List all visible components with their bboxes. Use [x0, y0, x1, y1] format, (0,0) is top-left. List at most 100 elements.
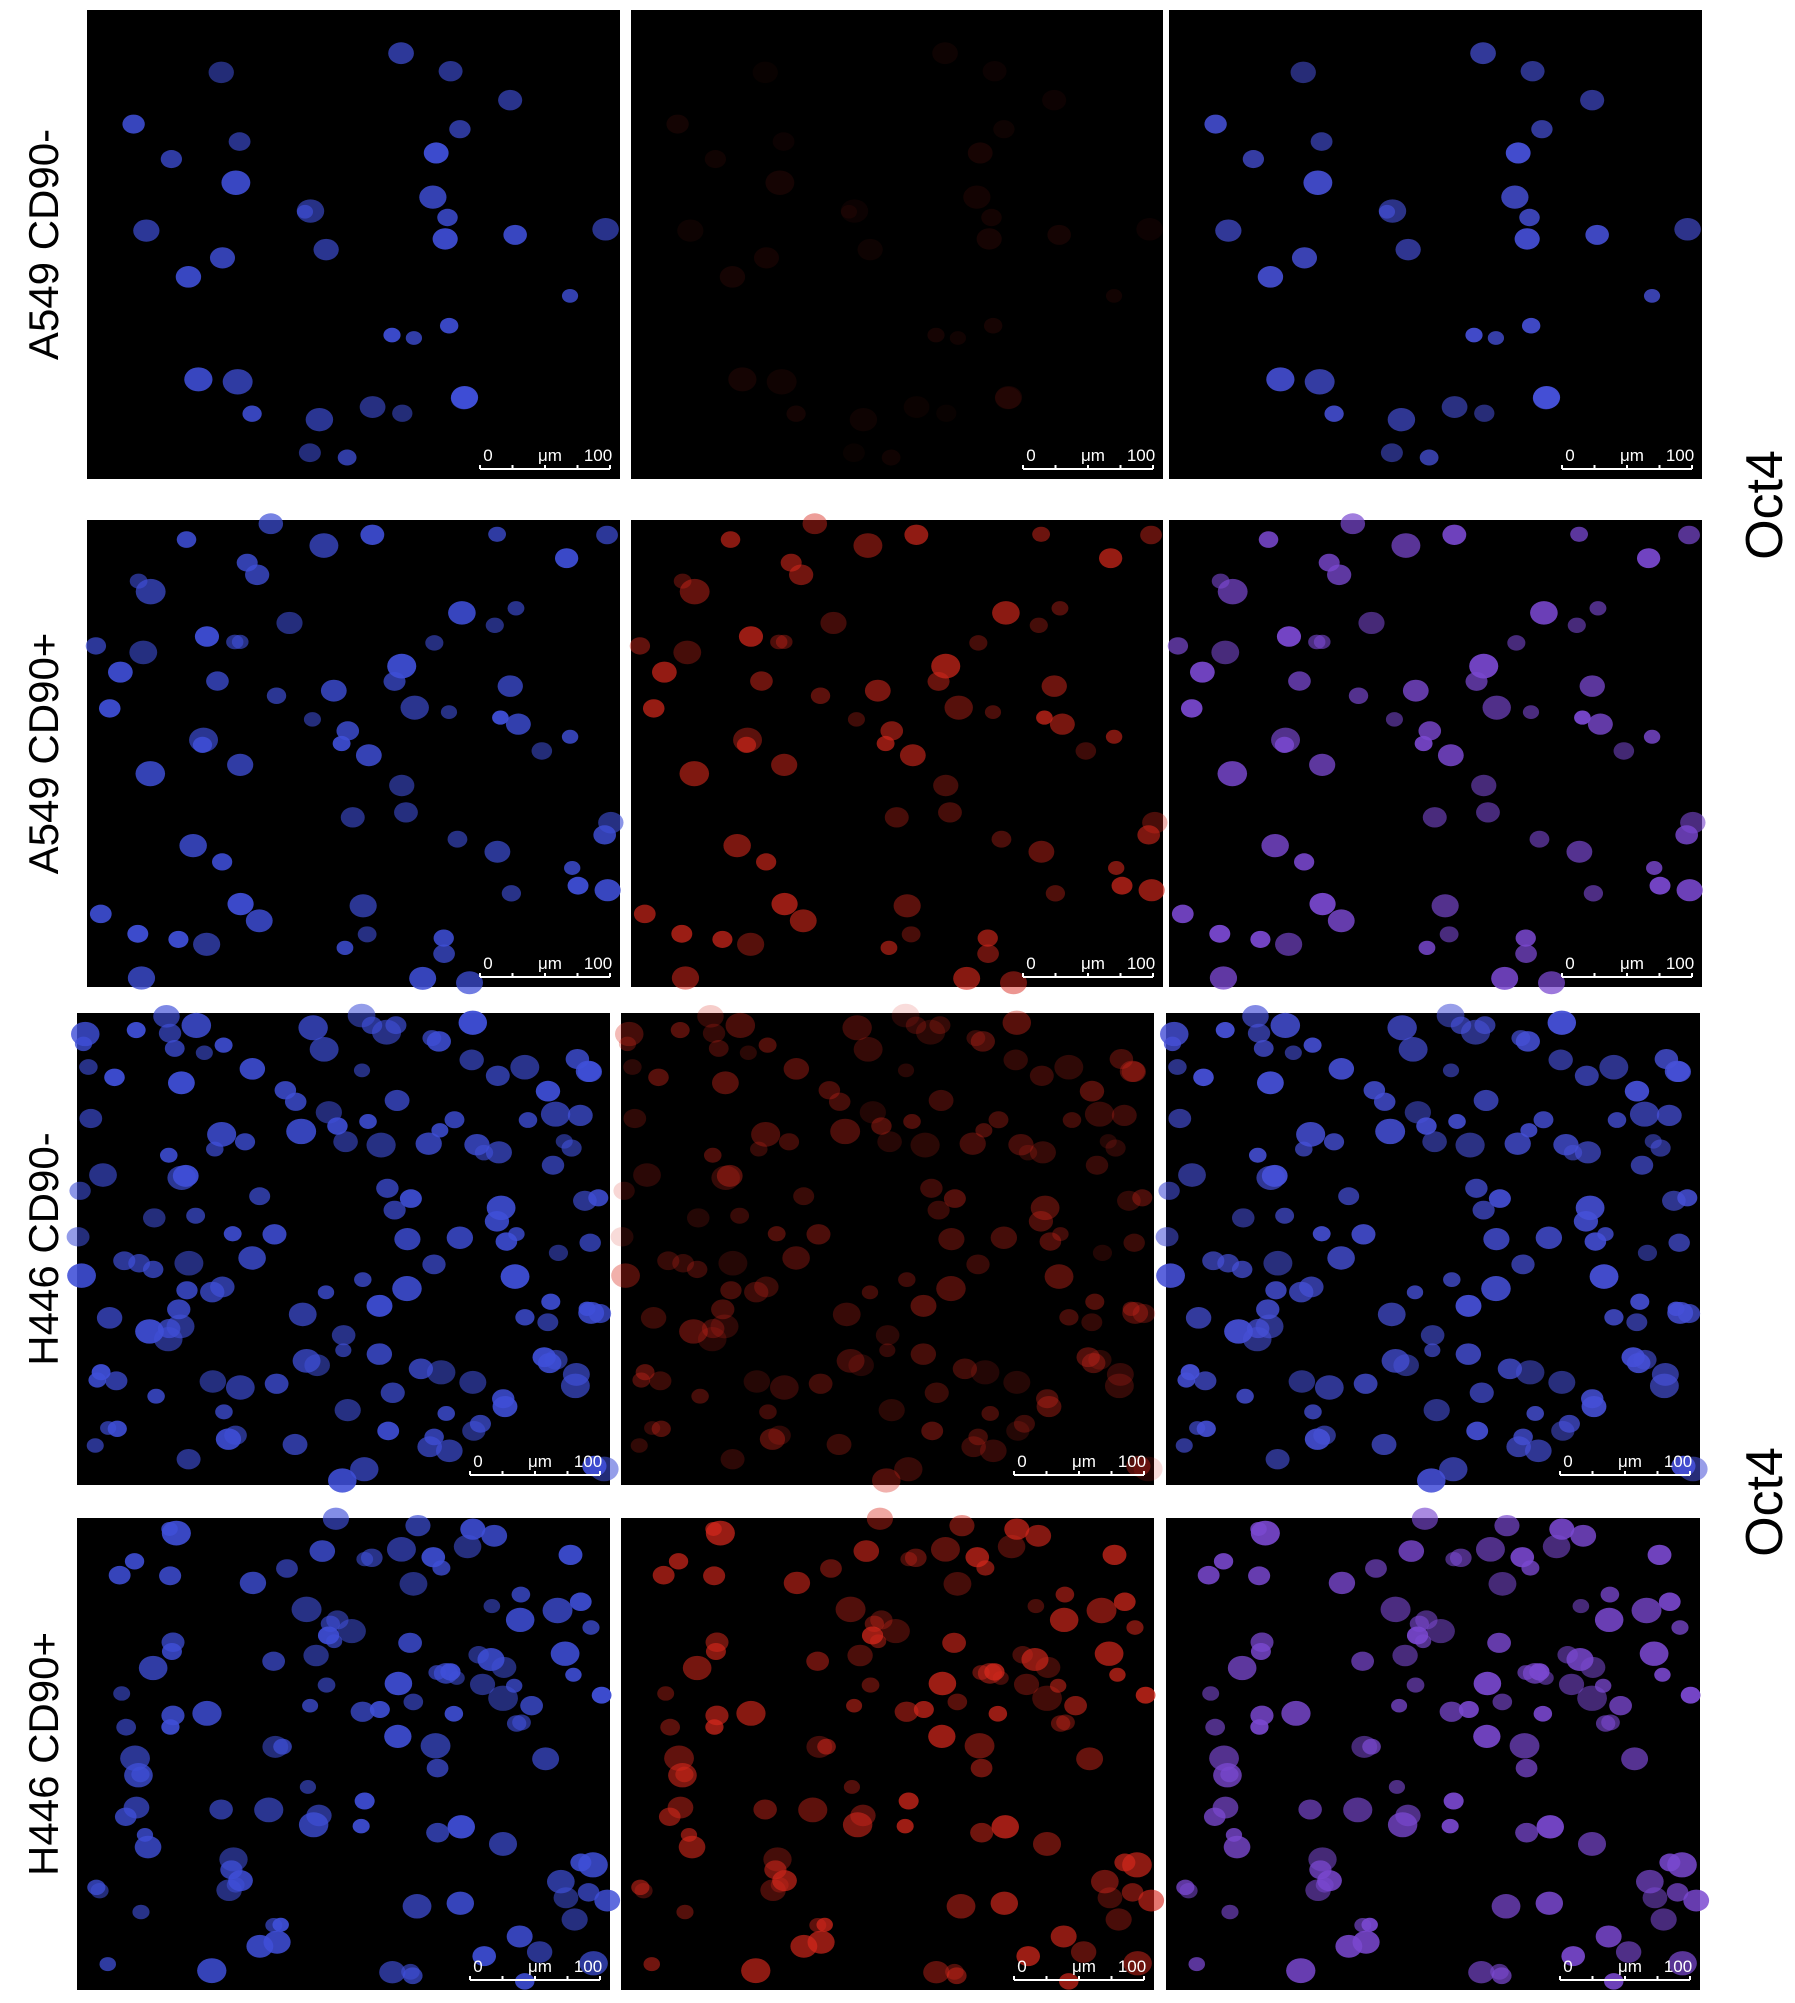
cell [1574, 710, 1591, 725]
scale-unit: μm [538, 446, 562, 465]
cell [725, 1012, 756, 1039]
cell [1455, 1132, 1485, 1158]
cell [1045, 885, 1066, 902]
cell [561, 729, 579, 744]
micrograph: 0 μm 100 [85, 513, 624, 995]
cell [209, 1799, 233, 1820]
cell [872, 1468, 901, 1493]
cell [1514, 228, 1540, 250]
cell [1109, 1667, 1126, 1682]
cell [355, 744, 382, 767]
cell [1406, 1677, 1425, 1693]
cell [1265, 1281, 1287, 1300]
cell [99, 1957, 117, 1972]
cell [1295, 1141, 1313, 1157]
cell [181, 1012, 212, 1039]
cell [657, 1251, 680, 1271]
cell [1013, 1673, 1040, 1696]
cell [1487, 1632, 1511, 1653]
cell [945, 1963, 964, 1980]
cell [1577, 1832, 1607, 1856]
cell [739, 1045, 757, 1061]
cell [718, 1250, 748, 1276]
cell [1062, 1112, 1082, 1128]
cell [1049, 1607, 1079, 1633]
panel-background [87, 10, 620, 479]
cell [853, 533, 883, 558]
cell [1309, 753, 1336, 777]
cell [331, 1325, 356, 1346]
cell [1049, 1678, 1067, 1693]
cell [1380, 443, 1403, 463]
cell [1677, 1189, 1698, 1207]
cell [194, 626, 220, 647]
cell [1537, 1671, 1554, 1685]
cell [565, 1667, 582, 1682]
cell [113, 1686, 131, 1701]
cell [881, 449, 901, 466]
cell [262, 1735, 289, 1758]
cell [932, 42, 958, 65]
cell [195, 1045, 213, 1061]
cell [423, 142, 449, 164]
cell [786, 405, 806, 422]
cell [896, 1818, 914, 1834]
cell [1013, 1414, 1035, 1433]
scale-unit: μm [1081, 954, 1105, 973]
cell [1258, 531, 1279, 548]
cell [1472, 1200, 1495, 1220]
cell [623, 1108, 647, 1129]
cell [1604, 1309, 1624, 1326]
cell [1318, 553, 1340, 572]
cell [1168, 1108, 1192, 1129]
cell [1242, 150, 1265, 169]
cell [1567, 617, 1586, 634]
cell [1340, 513, 1366, 535]
cell [771, 753, 798, 777]
cell [672, 1253, 695, 1273]
cell [542, 1597, 573, 1624]
cell [135, 761, 166, 787]
cell [1304, 369, 1335, 395]
cell [561, 288, 579, 303]
cell [1450, 1016, 1472, 1035]
cell [340, 807, 365, 828]
cell [1288, 671, 1311, 691]
cell [1105, 729, 1123, 744]
cell [1466, 1421, 1489, 1441]
cell [1328, 1058, 1355, 1080]
cell [1202, 1686, 1220, 1701]
cell [199, 1370, 227, 1393]
cell [1643, 288, 1661, 303]
cell [554, 548, 579, 569]
cell [1533, 1705, 1553, 1722]
cell [420, 1733, 451, 1759]
cell [1423, 1398, 1450, 1422]
cell [1025, 1524, 1052, 1547]
cell [853, 1540, 880, 1562]
cell [515, 1973, 535, 1990]
cell [910, 1132, 940, 1158]
cell [1566, 1648, 1594, 1672]
cell [567, 876, 589, 895]
cell [447, 830, 468, 848]
cell [930, 1537, 960, 1562]
cell [931, 653, 961, 679]
cell [402, 1894, 432, 1919]
cell [1501, 185, 1529, 209]
cell [879, 1343, 896, 1358]
scale-unit: μm [1620, 446, 1644, 465]
cell [1105, 1908, 1132, 1931]
cell [127, 966, 156, 990]
cell [923, 1961, 950, 1984]
cell [547, 1869, 575, 1894]
cell [1574, 1065, 1599, 1086]
cell [820, 1559, 842, 1578]
cell [1483, 1227, 1510, 1251]
cell [910, 1294, 937, 1317]
cell [891, 1003, 920, 1028]
cell [1175, 1438, 1193, 1453]
cell [426, 1822, 450, 1843]
cell [737, 932, 765, 956]
row-label: H446 CD90+ [20, 1632, 67, 1876]
